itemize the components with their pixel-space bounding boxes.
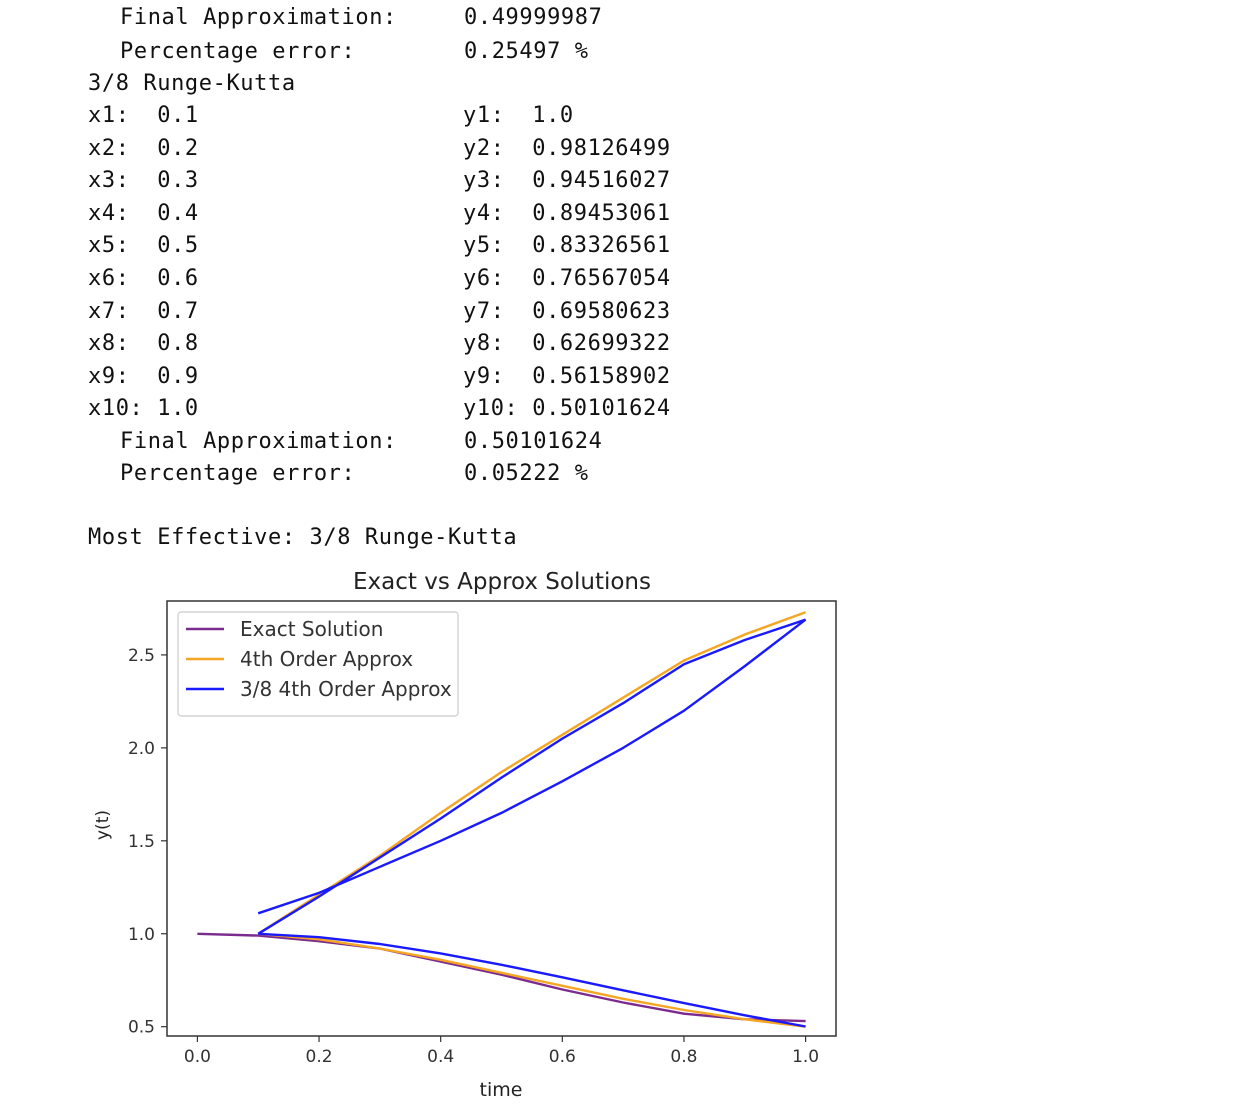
legend-label: 4th Order Approx (240, 647, 413, 671)
most-effective: Most Effective: 3/8 Runge-Kutta (88, 525, 518, 550)
row-x-1: x1: 0.1 (88, 103, 199, 128)
legend-label: 3/8 4th Order Approx (240, 677, 452, 701)
row-x-7: x7: 0.7 (88, 299, 199, 324)
x-axis-label: time (480, 1079, 523, 1101)
x-tick-label: 1.0 (792, 1047, 819, 1067)
row-x-2: x2: 0.2 (88, 136, 199, 161)
row-x-5: x5: 0.5 (88, 233, 199, 258)
series-line-1 (258, 932, 806, 1028)
series-line-3 (257, 611, 807, 935)
series-line-0 (197, 932, 806, 1023)
y-tick-label: 0.5 (128, 1018, 155, 1038)
series-line-2 (258, 932, 806, 1028)
method-header: 3/8 Runge-Kutta (88, 71, 296, 96)
y-axis-label: y(t) (93, 810, 113, 840)
row-y-6: y6: 0.76567054 (463, 266, 671, 291)
row-y-10: y10: 0.50101624 (463, 396, 671, 421)
y-tick-label: 1.5 (128, 832, 155, 852)
chart-svg: Exact vs Approx Solutions 0.0 0.2 0.4 0.6 0.… (93, 569, 837, 1101)
error-label: Percentage error: (120, 461, 356, 486)
series-line-4 (257, 618, 806, 935)
y-tick-label: 2.0 (128, 739, 155, 759)
plot-area: Exact vs Approx Solutions 0.0 0.2 0.4 0.6 0.… (0, 560, 1240, 1110)
row-y-2: y2: 0.98126499 (463, 136, 671, 161)
prev-final-value: 0.49999987 (464, 5, 603, 30)
x-tick-label: 0.2 (306, 1047, 333, 1067)
x-tick-label: 0.8 (670, 1047, 697, 1067)
row-x-9: x9: 0.9 (88, 364, 199, 389)
row-x-6: x6: 0.6 (88, 266, 199, 291)
y-tick-label: 2.5 (128, 646, 155, 666)
series-line-5 (257, 618, 807, 915)
row-y-1: y1: 1.0 (463, 103, 574, 128)
legend-box (177, 611, 459, 717)
legend-label: Exact Solution (240, 617, 383, 641)
cell-output: Final Approximation: 0.49999987 Percenta… (88, 5, 671, 550)
prev-error-label: Percentage error: (120, 39, 356, 64)
row-y-8: y8: 0.62699322 (463, 331, 671, 356)
row-x-8: x8: 0.8 (88, 331, 199, 356)
final-label: Final Approximation: (120, 429, 397, 454)
row-y-5: y5: 0.83326561 (463, 233, 671, 258)
x-tick-label: 0.6 (549, 1047, 576, 1067)
row-y-3: y3: 0.94516027 (463, 168, 671, 193)
row-x-3: x3: 0.3 (88, 168, 199, 193)
row-x-10: x10: 1.0 (88, 396, 199, 421)
final-value: 0.50101624 (464, 429, 603, 454)
row-y-9: y9: 0.56158902 (463, 364, 671, 389)
prev-final-label: Final Approximation: (120, 5, 397, 30)
prev-error-value: 0.25497 % (464, 39, 589, 64)
row-y-7: y7: 0.69580623 (463, 299, 671, 324)
x-tick-label: 0.4 (427, 1047, 454, 1067)
error-value: 0.05222 % (464, 461, 589, 486)
x-tick-label: 0.0 (184, 1047, 211, 1067)
row-y-4: y4: 0.89453061 (463, 201, 671, 226)
y-tick-label: 1.0 (128, 925, 155, 945)
chart-title: Exact vs Approx Solutions (353, 569, 651, 595)
row-x-4: x4: 0.4 (88, 201, 199, 226)
